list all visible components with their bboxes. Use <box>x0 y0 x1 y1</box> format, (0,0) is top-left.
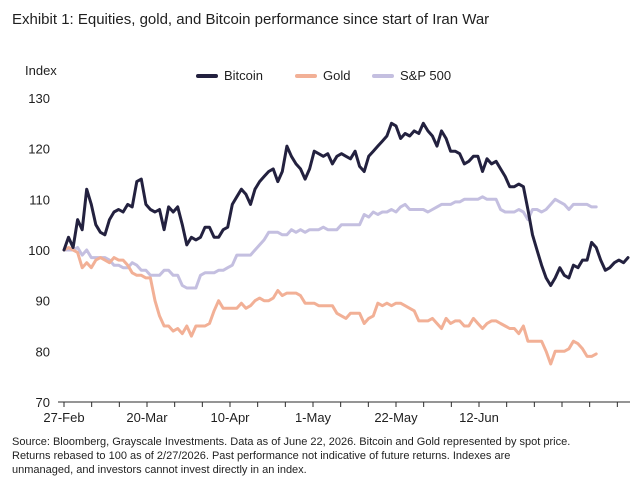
y-tick-label: 90 <box>36 294 50 309</box>
legend-label-sp500: S&P 500 <box>400 68 452 83</box>
y-axis-label: Index <box>25 63 57 78</box>
source-note: Source: Bloomberg, Grayscale Investments… <box>12 435 630 477</box>
series-lines <box>62 121 630 366</box>
y-tick-label: 130 <box>28 91 50 106</box>
legend-swatch-gold <box>295 73 317 78</box>
x-tick-label: 22-May <box>374 410 418 425</box>
source-line-2: Returns rebased to 100 as of 2/27/2026. … <box>12 450 511 462</box>
y-tick-label: 70 <box>36 395 50 410</box>
x-axis-ticks: 27-Feb 20-Mar 10-Apr 1-May 22-May 12-Jun <box>43 402 618 425</box>
x-tick-label: 20-Mar <box>126 410 168 425</box>
x-tick-label: 10-Apr <box>210 410 250 425</box>
y-tick-label: 120 <box>28 142 50 157</box>
y-tick-label: 80 <box>36 344 50 359</box>
legend-label-gold: Gold <box>323 68 351 83</box>
x-tick-label: 27-Feb <box>43 410 84 425</box>
legend-item-gold: Gold <box>295 68 350 83</box>
legend: Bitcoin Gold S&P 500 <box>0 68 640 86</box>
legend-label-bitcoin: Bitcoin <box>224 68 264 83</box>
y-tick-label: 110 <box>29 192 50 207</box>
y-axis-ticks: 70 80 90 100 110 120 130 <box>28 91 50 410</box>
series-line-s-p-500 <box>62 195 598 290</box>
source-line-3: unmanaged, and investors cannot invest d… <box>12 464 307 476</box>
legend-swatch-sp500 <box>372 73 394 78</box>
legend-swatch-bitcoin <box>196 73 218 78</box>
series-line-gold <box>62 246 598 366</box>
x-tick-label: 12-Jun <box>459 410 499 425</box>
chart-title: Exhibit 1: Equities, gold, and Bitcoin p… <box>12 11 490 28</box>
x-tick-label: 1-May <box>295 410 332 425</box>
legend-item-bitcoin: Bitcoin <box>196 68 263 83</box>
series-line-bitcoin <box>62 121 630 287</box>
y-tick-label: 100 <box>28 243 50 258</box>
legend-item-sp500: S&P 500 <box>372 68 451 83</box>
source-line-1: Source: Bloomberg, Grayscale Investments… <box>12 436 571 448</box>
